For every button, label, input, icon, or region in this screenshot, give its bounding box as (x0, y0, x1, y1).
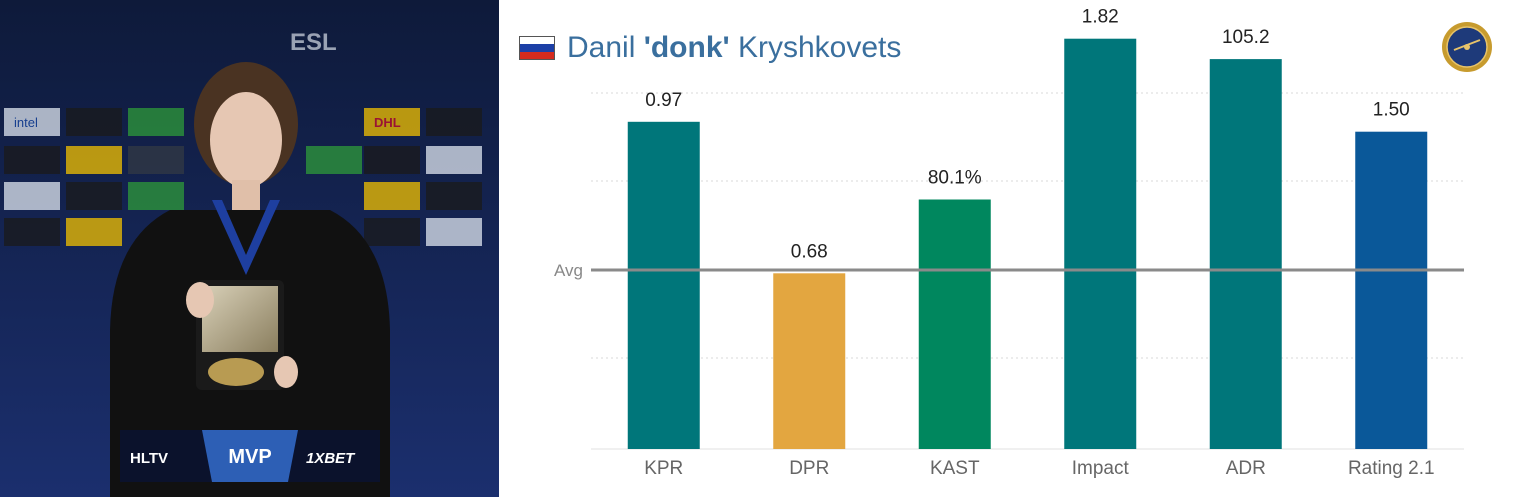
avg-label: Avg (554, 261, 583, 280)
flag-stripe-bottom (520, 51, 554, 59)
player-header: Danil 'donk' Kryshkovets (519, 28, 901, 68)
flag-stripe-top (520, 37, 554, 45)
mvp-banner: HLTV MVP 1XBET (120, 430, 380, 482)
value-label-3: 1.82 (1082, 7, 1119, 28)
stats-chart-panel: Avg 0.97 KPR 0.68 DPR 80.1% KAST 1.82 Impact 105… (499, 0, 1513, 497)
hltv-logo: HLTV (130, 450, 168, 467)
player-nickname: 'donk' (643, 31, 730, 64)
player-name: Danil 'donk' Kryshkovets (567, 31, 901, 65)
labels: 0.97 KPR 0.68 DPR 80.1% KAST 1.82 Impact 105.2 AD… (644, 7, 1434, 479)
avg-reference: Avg (554, 261, 1464, 280)
player-first-name: Danil (567, 31, 644, 64)
sponsor-logo-dhl: DHL (374, 115, 401, 130)
sponsor-logo-intel: intel (14, 115, 38, 130)
value-label-1: 0.68 (791, 241, 828, 262)
player-figure (110, 62, 390, 497)
category-label-5: Rating 2.1 (1348, 458, 1435, 479)
category-label-2: KAST (930, 458, 980, 479)
category-label-0: KPR (644, 458, 683, 479)
bar-kpr (627, 121, 700, 450)
value-label-5: 1.50 (1373, 100, 1410, 121)
sponsor-wall: intel DHL ESL (4, 29, 482, 246)
value-label-2: 80.1% (928, 168, 982, 189)
flag-stripe-middle (520, 44, 554, 52)
value-label-0: 0.97 (645, 90, 682, 111)
value-label-4: 105.2 (1222, 27, 1270, 48)
bar-impact (1064, 38, 1137, 449)
grid-lines (591, 92, 1464, 450)
category-label-4: ADR (1226, 458, 1266, 479)
bar-kast (918, 199, 991, 449)
player-last-name: Kryshkovets (729, 31, 902, 64)
bar-adr (1209, 59, 1282, 449)
country-flag-icon (519, 36, 555, 60)
event-logo-esl: ESL (290, 29, 337, 56)
hltv-medal-badge-icon (1440, 20, 1494, 79)
category-label-1: DPR (789, 458, 829, 479)
1xbet-logo: 1XBET (306, 450, 356, 467)
category-label-3: Impact (1072, 458, 1130, 479)
bars (627, 38, 1428, 450)
bar-dpr (773, 273, 846, 449)
bar-rating-2-1 (1355, 131, 1428, 449)
mvp-label: MVP (228, 446, 271, 468)
player-photo: intel DHL ESL HLTV MVP 1XBET (0, 0, 499, 497)
stats-bar-chart: Avg 0.97 KPR 0.68 DPR 80.1% KAST 1.82 Impact 105… (554, 7, 1464, 479)
